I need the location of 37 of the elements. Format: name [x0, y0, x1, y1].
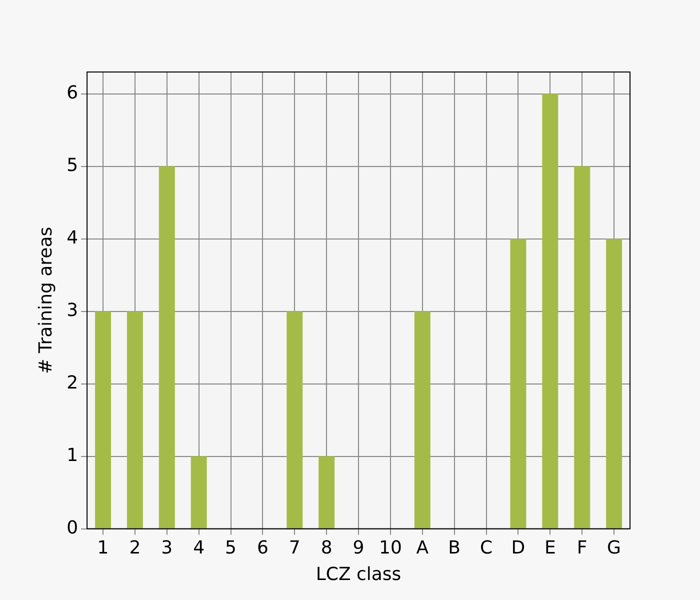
y-tick-label: 0 [66, 517, 78, 538]
bar [606, 238, 622, 528]
y-axis-title: # Training areas [35, 226, 56, 374]
bar [286, 311, 303, 528]
x-tick-label: 4 [193, 537, 205, 558]
bar [190, 456, 207, 528]
x-tick-label: C [480, 537, 493, 558]
y-tick-label: 3 [66, 300, 78, 321]
x-tick-label: G [607, 537, 622, 558]
x-tick-label: B [448, 537, 461, 558]
x-tick-label: D [511, 537, 526, 558]
x-tick-label: 2 [129, 537, 141, 558]
y-tick-label: 5 [66, 154, 78, 176]
bar [414, 311, 430, 528]
x-tick-label: A [416, 537, 430, 558]
y-tick-label: 1 [66, 444, 78, 466]
y-tick-label: 2 [66, 372, 78, 394]
bar [542, 94, 558, 528]
x-tick-label: 5 [225, 537, 236, 558]
x-tick-label: 10 [379, 537, 402, 558]
bar [158, 166, 175, 528]
y-tick-label: 6 [66, 82, 78, 104]
bar [126, 311, 143, 528]
x-tick-label: F [576, 537, 588, 558]
x-tick-label: 3 [161, 537, 173, 558]
x-axis-title: LCZ class [316, 564, 402, 585]
x-tick-label: 8 [320, 537, 332, 558]
bar [510, 238, 526, 528]
x-tick-label: E [544, 537, 556, 558]
x-tick-label: 7 [288, 537, 300, 558]
y-tick-label: 4 [66, 227, 78, 248]
bar [574, 166, 590, 528]
bar [95, 311, 112, 528]
bar [318, 456, 335, 528]
x-tick-label: 9 [352, 537, 364, 558]
x-tick-label: 6 [256, 537, 268, 558]
x-tick-label: 1 [97, 537, 109, 558]
